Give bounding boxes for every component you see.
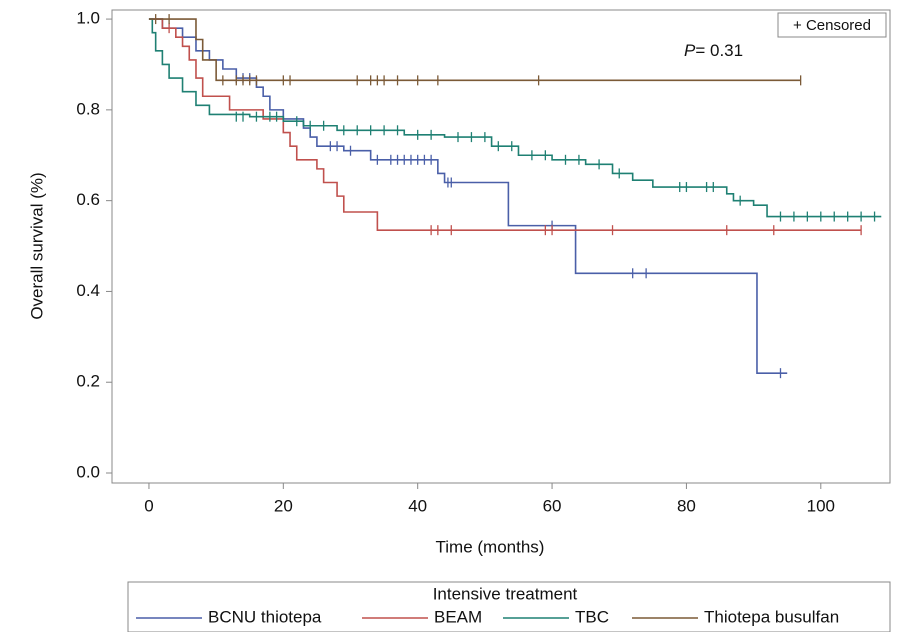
p-value: P= 0.31	[684, 41, 743, 60]
legend-label: BCNU thiotepa	[208, 607, 322, 626]
y-tick-label: 0.0	[76, 462, 100, 481]
x-axis-label: Time (months)	[436, 537, 545, 556]
p-text: = 0.31	[695, 41, 743, 60]
legend-label: BEAM	[434, 607, 482, 626]
x-tick-label: 80	[677, 496, 696, 515]
censored-label: + Censored	[793, 17, 871, 34]
survival-curve	[148, 18, 882, 218]
legend-title: Intensive treatment	[433, 584, 578, 603]
legend-label: Thiotepa busulfan	[704, 607, 839, 626]
y-tick-label: 0.6	[76, 190, 100, 209]
p-symbol: P	[684, 41, 696, 60]
y-axis-label: Overall survival (%)	[27, 172, 46, 319]
x-tick-label: 20	[274, 496, 293, 515]
y-tick-label: 0.2	[76, 372, 100, 391]
legend-box	[127, 581, 891, 632]
censored-key	[777, 12, 887, 38]
plot-frame	[111, 9, 891, 484]
x-tick-label: 40	[408, 496, 427, 515]
survival-curve	[148, 18, 788, 374]
y-tick-label: 0.8	[76, 99, 100, 118]
legend-label: TBC	[575, 607, 609, 626]
y-tick-label: 1.0	[76, 9, 100, 28]
survival-curve	[148, 18, 862, 231]
y-tick-label: 0.4	[76, 281, 100, 300]
x-tick-label: 60	[543, 496, 562, 515]
x-tick-label: 0	[144, 496, 153, 515]
x-tick-label: 100	[807, 496, 835, 515]
survival-curve	[148, 18, 801, 82]
